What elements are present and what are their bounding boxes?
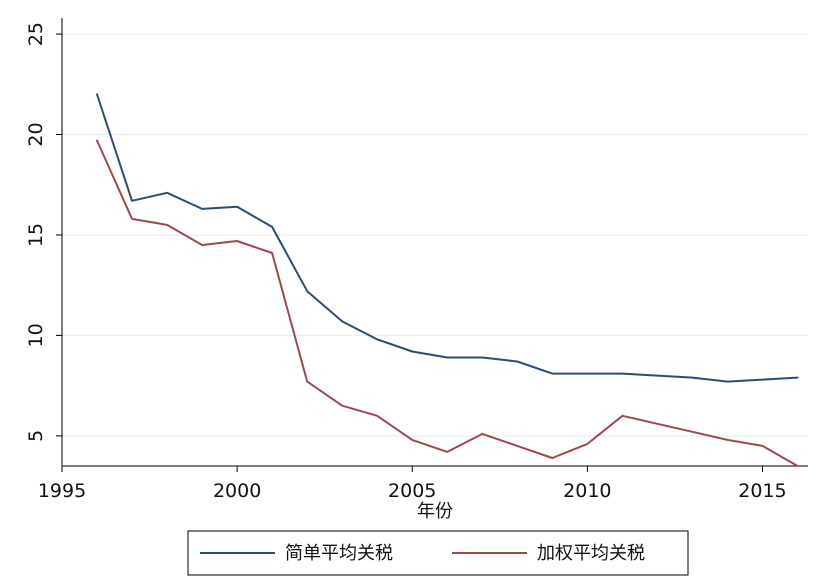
series-layer <box>96 93 799 467</box>
y-ticks: 5 10 15 20 25 <box>25 22 62 442</box>
legend: 简单平均关税 加权平均关税 <box>187 530 689 576</box>
x-ticks: 1995 2000 2005 2010 2015 <box>38 466 787 502</box>
x-tick-label: 2005 <box>388 480 436 502</box>
x-tick-label: 2000 <box>213 480 261 502</box>
legend-label-1: 简单平均关税 <box>285 543 393 564</box>
x-tick-label: 1995 <box>38 480 86 502</box>
grid-layer <box>62 33 808 437</box>
x-tick-label: 2015 <box>738 480 786 502</box>
y-tick-label: 5 <box>25 430 47 442</box>
axis-layer <box>61 18 808 467</box>
y-tick-label: 25 <box>25 22 47 46</box>
legend-label-2: 加权平均关税 <box>537 543 645 564</box>
y-tick-label: 15 <box>25 223 47 247</box>
x-axis-title: 年份 <box>417 501 453 522</box>
series-line-2 <box>96 139 799 467</box>
y-tick-label: 10 <box>25 323 47 347</box>
x-tick-label: 2010 <box>563 480 611 502</box>
y-tick-label: 20 <box>25 122 47 146</box>
series-line-1 <box>96 93 799 383</box>
